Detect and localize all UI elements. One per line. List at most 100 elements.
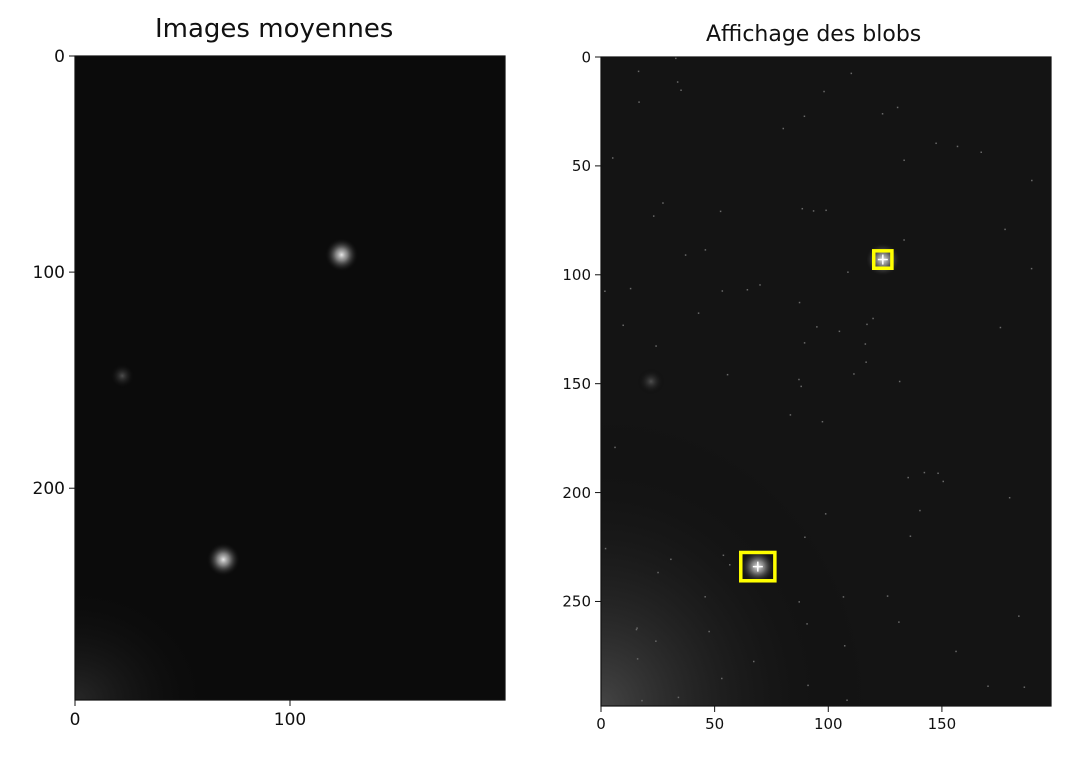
y-tick-label: 0 — [581, 48, 591, 66]
noise-speck — [907, 476, 909, 479]
left-plot-title: Images moyennes — [155, 14, 394, 44]
y-tick-label: 50 — [572, 157, 591, 175]
noise-speck — [999, 326, 1002, 329]
noise-speck — [652, 215, 655, 217]
noise-speck — [676, 81, 679, 83]
noise-speck — [804, 536, 806, 539]
noise-speck — [955, 650, 957, 653]
noise-speck — [824, 513, 827, 515]
y-tick-label: 150 — [562, 375, 591, 393]
noise-speck — [1030, 267, 1033, 270]
noise-speck — [614, 446, 616, 449]
noise-speck — [611, 157, 614, 159]
noise-speck — [801, 207, 804, 210]
noise-speck — [847, 271, 849, 273]
noise-speck — [697, 312, 700, 314]
noise-speck — [629, 287, 632, 290]
noise-speck — [942, 480, 945, 483]
noise-speck — [637, 70, 640, 73]
x-tick-label: 150 — [928, 715, 957, 733]
blob-detection-box — [739, 550, 777, 583]
noise-speck — [746, 289, 749, 291]
left-image-panel: 0 100 0 100 200 — [33, 47, 506, 730]
faint-blob — [109, 362, 136, 389]
noise-speck — [759, 284, 761, 286]
noise-speck — [919, 509, 921, 512]
noise-speck — [821, 420, 824, 423]
noise-speck — [1031, 179, 1033, 182]
blob — [206, 542, 241, 577]
noise-speck — [935, 142, 937, 145]
noise-speck — [1008, 496, 1011, 499]
noise-speck — [803, 342, 806, 344]
x-tick-label: 0 — [596, 715, 606, 733]
noise-speck — [657, 571, 659, 574]
noise-speck — [721, 677, 723, 680]
noise-speck — [728, 564, 731, 566]
noise-speck — [680, 89, 682, 91]
y-tick-label: 100 — [562, 266, 591, 284]
noise-speck — [823, 90, 825, 93]
noise-glow — [75, 571, 226, 700]
axes-frame — [600, 56, 1052, 707]
noise-speck — [987, 685, 989, 687]
noise-speck — [909, 535, 912, 537]
noise-speck — [956, 145, 959, 148]
noise-speck — [798, 301, 801, 304]
noise-speck — [881, 113, 884, 115]
right-image-panel: 0 50 100 150 0 50 100 150 200 250 — [562, 48, 1052, 733]
noise-speck — [825, 209, 827, 212]
noise-speck — [1004, 228, 1006, 231]
noise-speck — [670, 558, 672, 561]
noise-speck — [635, 628, 638, 631]
right-plot-title: Affichage des blobs — [706, 22, 922, 47]
noise-speck — [675, 57, 677, 60]
noise-speck — [719, 210, 722, 213]
y-tick-label: 250 — [562, 593, 591, 611]
noise-speck — [842, 596, 845, 598]
noise-speck — [708, 630, 710, 633]
noise-speck — [636, 658, 639, 660]
noise-speck — [798, 601, 800, 603]
noise-speck — [846, 699, 848, 701]
noise-speck — [864, 343, 867, 345]
noise-speck — [789, 414, 792, 416]
noise-speck — [872, 317, 874, 320]
y-tick-label: 200 — [33, 479, 65, 499]
x-tick-label: 100 — [814, 715, 843, 733]
noise-speck — [838, 330, 841, 333]
noise-speck — [903, 159, 905, 162]
faint-blob — [637, 368, 665, 395]
noise-speck — [865, 361, 867, 363]
noise-speck — [604, 290, 606, 293]
x-tick-label: 100 — [274, 710, 306, 730]
blob — [324, 237, 359, 273]
noise-speck — [803, 115, 806, 118]
noise-speck — [655, 640, 657, 642]
noise-speck — [843, 645, 846, 647]
noise-speck — [866, 323, 868, 326]
y-tick-label: 200 — [562, 484, 591, 502]
noise-speck — [816, 326, 818, 328]
noise-speck — [636, 627, 638, 629]
x-tick-label: 0 — [70, 710, 81, 730]
noise-speck — [684, 254, 687, 256]
noise-speck — [812, 210, 815, 212]
blob-detection-box — [871, 249, 894, 271]
noise-speck — [782, 127, 785, 130]
noise-speck — [622, 324, 624, 327]
noise-speck — [1023, 686, 1026, 688]
noise-speck — [898, 380, 901, 383]
noise-speck — [980, 151, 982, 153]
noise-speck — [704, 596, 706, 598]
noise-speck — [753, 660, 755, 663]
noise-speck — [704, 249, 707, 251]
noise-speck — [604, 547, 607, 550]
noise-speck — [896, 106, 899, 109]
noise-speck — [662, 202, 664, 204]
noise-speck — [798, 378, 800, 381]
x-tick-label: 50 — [705, 715, 724, 733]
noise-speck — [886, 595, 889, 597]
noise-speck — [638, 101, 640, 103]
